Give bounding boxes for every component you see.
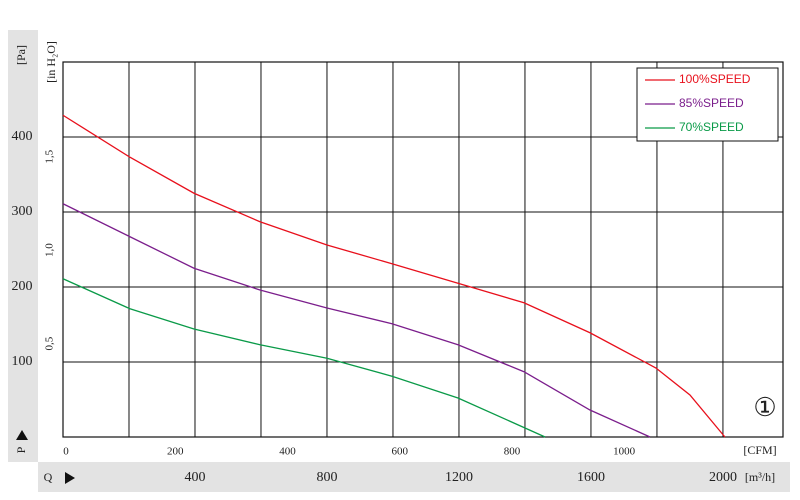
- x-label: [m³/h]: [745, 470, 775, 484]
- y2-tick-label: 0,5: [44, 336, 56, 350]
- x2-tick-label: 0: [63, 446, 69, 458]
- series-line: [62, 203, 651, 438]
- x-tick-label: 1600: [577, 470, 605, 485]
- x-prefix: Q: [44, 470, 53, 484]
- left-strip: [8, 30, 38, 462]
- legend-label: 85%SPEED: [679, 96, 744, 110]
- y-label: [Pa]: [14, 45, 28, 65]
- bottom-strip: [38, 462, 790, 492]
- x-tick-label: 800: [316, 470, 337, 485]
- y-tick-label: 300: [12, 204, 33, 219]
- annotation: ①: [753, 393, 776, 422]
- x2-label: [CFM]: [743, 443, 776, 457]
- y2-tick-label: 1,5: [44, 149, 56, 163]
- legend-label: 70%SPEED: [679, 120, 744, 134]
- series-line: [62, 278, 546, 438]
- series-line: [62, 114, 726, 438]
- x2-tick-label: 800: [504, 446, 521, 458]
- x-tick-label: 400: [184, 470, 205, 485]
- x-tick-label: 2000: [709, 470, 737, 485]
- y2-label: [in H₂O]: [44, 41, 58, 83]
- x2-tick-label: 1000: [613, 446, 636, 458]
- y2-tick-label: 1,0: [44, 243, 56, 257]
- legend-label: 100%SPEED: [679, 72, 751, 86]
- y-tick-label: 200: [12, 279, 33, 294]
- up-arrow: [16, 430, 28, 440]
- y-tick-label: 100: [12, 354, 33, 369]
- x-tick-label: 1200: [445, 470, 473, 485]
- y-prefix: P: [14, 446, 28, 453]
- y-tick-label: 400: [12, 129, 33, 144]
- x2-tick-label: 400: [279, 446, 296, 458]
- x2-tick-label: 600: [391, 446, 408, 458]
- x2-tick-label: 200: [167, 446, 184, 458]
- right-arrow: [65, 472, 75, 484]
